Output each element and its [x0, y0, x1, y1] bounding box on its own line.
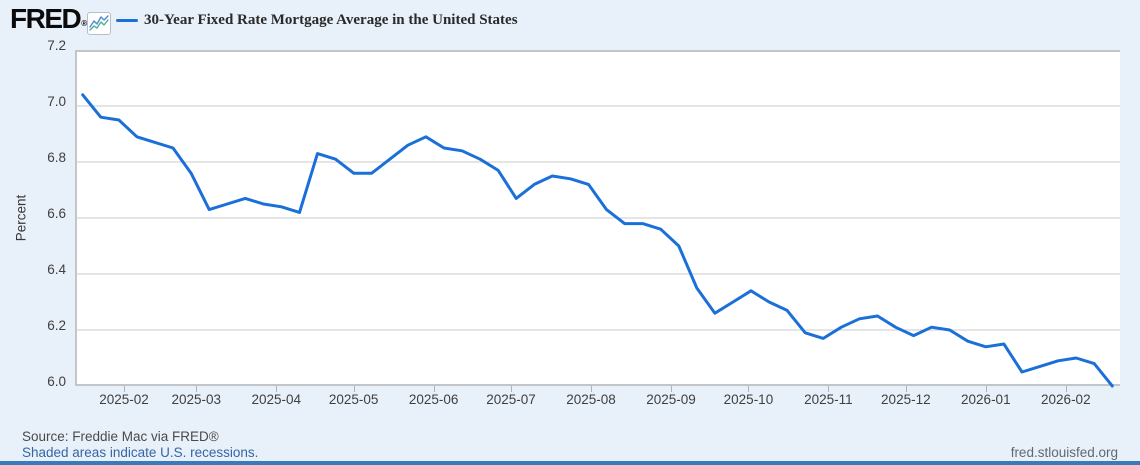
series-legend-marker	[116, 19, 138, 22]
x-tick-label: 2025-05	[328, 392, 379, 407]
site-link[interactable]: fred.stlouisfed.org	[1010, 445, 1118, 460]
registered-trademark: ®	[81, 19, 88, 28]
recession-note-link[interactable]: Shaded areas indicate U.S. recessions.	[22, 445, 259, 460]
source-note: Source: Freddie Mac via FRED®	[22, 429, 219, 444]
x-tick-label: 2025-03	[171, 392, 222, 407]
y-tick-label: 7.0	[47, 94, 66, 109]
x-tick-label: 2026-02	[1041, 392, 1091, 407]
x-tick-label: 2025-11	[804, 392, 853, 407]
y-tick-label: 6.4	[47, 262, 66, 277]
sparkline-icon-graphic	[89, 15, 109, 31]
x-tick-label: 2025-09	[646, 392, 696, 407]
plot-area[interactable]	[0, 0, 1140, 420]
series-line[interactable]	[81, 93, 1114, 388]
y-tick-label: 6.0	[47, 374, 66, 389]
fred-sparkline-icon	[87, 12, 111, 35]
footer-accent-bar	[0, 461, 1140, 465]
x-tick-label: 2025-08	[566, 392, 616, 407]
x-tick-label: 2025-10	[723, 392, 774, 407]
y-tick-label: 6.6	[47, 206, 66, 221]
fred-logo-text: FRED	[10, 3, 82, 34]
x-tick-label: 2025-12	[881, 392, 931, 407]
chart-title: 30-Year Fixed Rate Mortgage Average in t…	[144, 12, 518, 28]
x-tick-label: 2026-01	[961, 392, 1011, 407]
x-tick-label: 2025-07	[486, 392, 536, 407]
x-tick-label: 2025-02	[99, 392, 149, 407]
y-tick-label: 6.8	[47, 150, 66, 165]
chart-region: Percent 7.2 7.0 6.8 6.6 6.4 6.2 6.0 2025-02 2025…	[0, 0, 1140, 420]
fred-logo[interactable]: FRED®	[10, 3, 88, 40]
x-tick-label: 2025-06	[408, 392, 459, 407]
y-tick-label: 7.2	[47, 38, 66, 53]
y-tick-label: 6.2	[47, 318, 66, 333]
x-tick-label: 2025-04	[251, 392, 302, 407]
